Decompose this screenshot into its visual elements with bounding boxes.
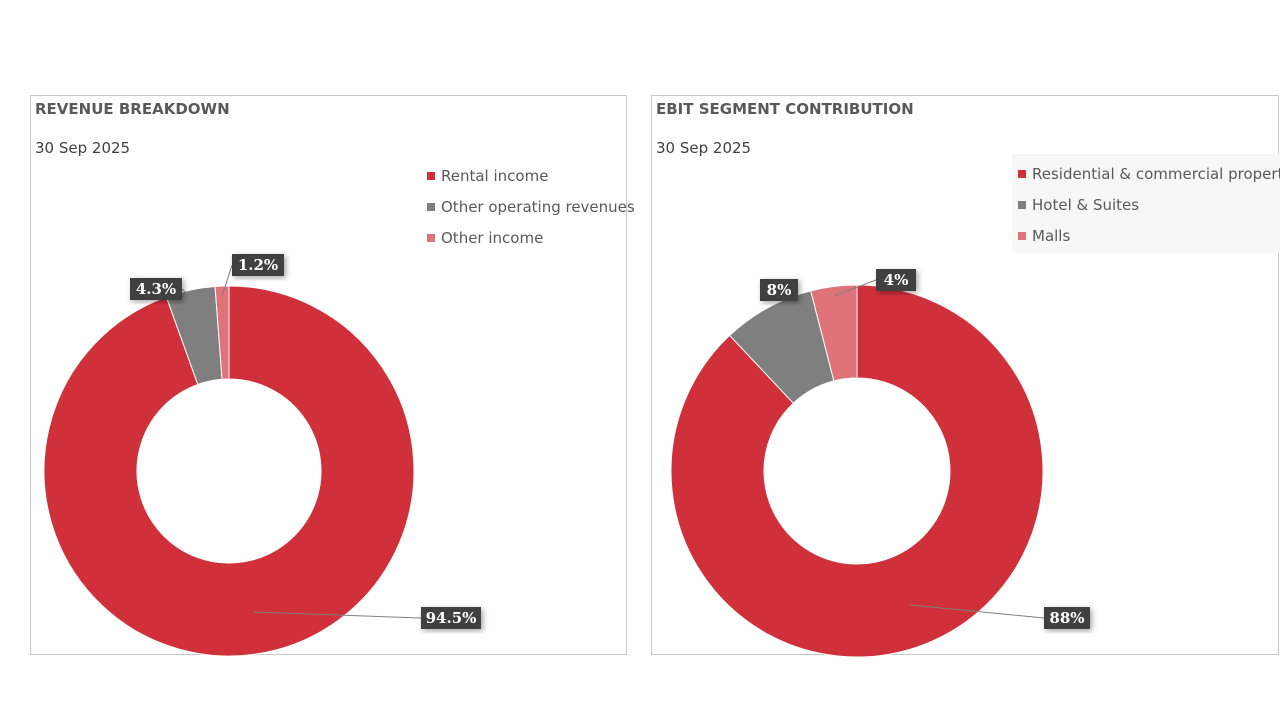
slice-tertiary — [810, 284, 858, 382]
legend-swatch — [1018, 200, 1026, 209]
legend-item-rental-income: Rental income — [427, 160, 635, 191]
data-label-text: 4% — [884, 271, 909, 289]
data-label: 8% — [760, 279, 798, 301]
chart-legend: Residential & commercial property Hotel … — [1012, 154, 1280, 253]
data-label-box — [876, 269, 916, 291]
legend-label: Hotel & Suites — [1032, 195, 1140, 214]
data-label-box — [130, 278, 182, 300]
legend-label: Rental income — [441, 166, 549, 185]
legend-swatch — [427, 202, 435, 211]
data-label-text: 94.5% — [426, 609, 477, 627]
legend-label: Other operating revenues — [441, 197, 635, 216]
ebit-segment-panel: EBIT SEGMENT CONTRIBUTION 30 Sep 2025 88… — [651, 95, 1280, 658]
chart-legend: Rental income Other operating revenues O… — [421, 156, 641, 257]
legend-swatch — [427, 233, 435, 242]
data-label: 88% — [1044, 607, 1090, 629]
slice-primary — [670, 284, 1044, 658]
leader-line — [221, 264, 233, 296]
data-label-text: 4.3% — [136, 280, 176, 298]
legend-label: Other income — [441, 228, 544, 247]
data-label-text: 1.2% — [238, 256, 278, 274]
legend-item-malls: Malls — [1018, 220, 1280, 251]
data-label-box — [421, 607, 481, 629]
revenue-donut-chart: 94.5% 4.3% 1.2% — [43, 254, 481, 657]
legend-item-hotel-suites: Hotel & Suites — [1018, 189, 1280, 220]
legend-label: Residential & commercial property — [1032, 164, 1280, 183]
legend-item-other-operating-revenues: Other operating revenues — [427, 191, 635, 222]
data-label-text: 88% — [1049, 609, 1084, 627]
data-label: 4.3% — [130, 278, 182, 300]
data-label-box — [760, 279, 798, 301]
chart-title: REVENUE BREAKDOWN — [35, 100, 230, 118]
chart-subtitle: 30 Sep 2025 — [35, 139, 131, 157]
leader-line — [834, 279, 877, 297]
slice-tertiary — [214, 285, 230, 380]
data-label: 4% — [876, 269, 916, 291]
ebit-donut-chart: 88% 8% 4% — [670, 269, 1090, 658]
leader-line — [181, 288, 193, 300]
data-label: 94.5% — [421, 607, 481, 629]
leader-line — [910, 604, 1045, 619]
data-label: 1.2% — [232, 254, 284, 276]
legend-swatch — [1018, 169, 1026, 178]
legend-item-residential-commercial: Residential & commercial property — [1018, 158, 1280, 189]
data-label-box — [1044, 607, 1090, 629]
slice-primary — [43, 285, 415, 657]
legend-item-other-income: Other income — [427, 222, 635, 253]
legend-label: Malls — [1032, 226, 1071, 245]
data-label-box — [232, 254, 284, 276]
chart-subtitle: 30 Sep 2025 — [656, 139, 752, 157]
legend-swatch — [427, 171, 435, 180]
legend-swatch — [1018, 231, 1026, 240]
data-label-text: 8% — [767, 281, 792, 299]
chart-title: EBIT SEGMENT CONTRIBUTION — [656, 100, 914, 118]
leader-line — [253, 611, 422, 619]
revenue-breakdown-panel: REVENUE BREAKDOWN 30 Sep 2025 94.5% 4.3% 1… — [30, 95, 635, 657]
